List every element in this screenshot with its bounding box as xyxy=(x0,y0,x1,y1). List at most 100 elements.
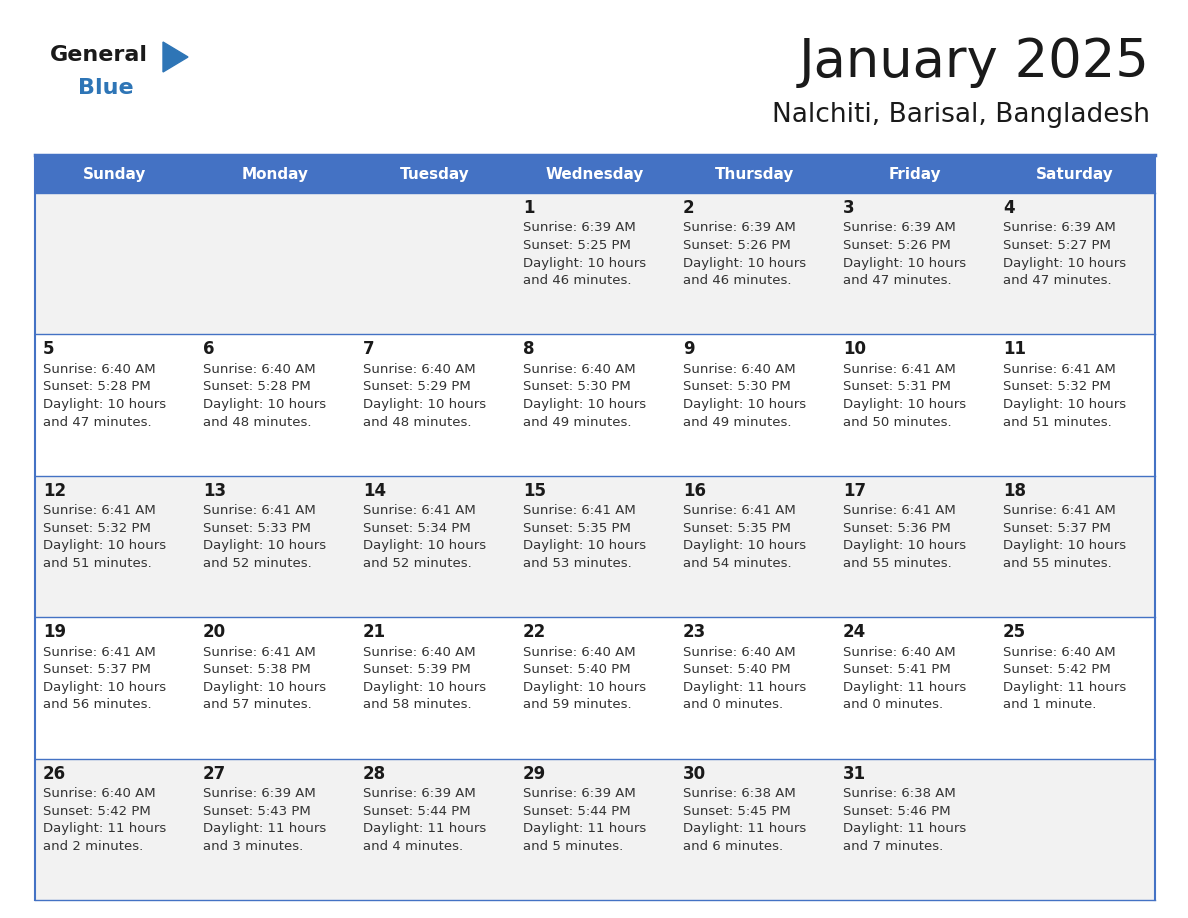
Text: Sunset: 5:43 PM: Sunset: 5:43 PM xyxy=(203,804,311,818)
Text: Sunset: 5:37 PM: Sunset: 5:37 PM xyxy=(43,663,151,677)
Text: and 59 minutes.: and 59 minutes. xyxy=(523,699,632,711)
Text: and 48 minutes.: and 48 minutes. xyxy=(203,416,311,429)
Text: Sunrise: 6:41 AM: Sunrise: 6:41 AM xyxy=(364,504,475,517)
Text: Sunrise: 6:39 AM: Sunrise: 6:39 AM xyxy=(203,787,316,800)
Bar xyxy=(34,155,195,193)
Text: Daylight: 11 hours: Daylight: 11 hours xyxy=(683,823,807,835)
Text: and 47 minutes.: and 47 minutes. xyxy=(1003,274,1112,287)
Text: and 2 minutes.: and 2 minutes. xyxy=(43,840,144,853)
Text: 10: 10 xyxy=(843,341,866,358)
Text: 8: 8 xyxy=(523,341,535,358)
Text: and 46 minutes.: and 46 minutes. xyxy=(683,274,791,287)
Text: Daylight: 10 hours: Daylight: 10 hours xyxy=(364,540,486,553)
Text: Sunset: 5:30 PM: Sunset: 5:30 PM xyxy=(523,380,631,394)
Text: Sunset: 5:42 PM: Sunset: 5:42 PM xyxy=(43,804,151,818)
Text: Sunrise: 6:38 AM: Sunrise: 6:38 AM xyxy=(843,787,956,800)
Bar xyxy=(34,476,1155,617)
Text: Daylight: 10 hours: Daylight: 10 hours xyxy=(203,398,327,411)
Text: Sunset: 5:32 PM: Sunset: 5:32 PM xyxy=(1003,380,1111,394)
Text: 6: 6 xyxy=(203,341,215,358)
Text: Daylight: 10 hours: Daylight: 10 hours xyxy=(43,681,166,694)
Text: and 3 minutes.: and 3 minutes. xyxy=(203,840,303,853)
Text: 15: 15 xyxy=(523,482,546,499)
Text: 30: 30 xyxy=(683,765,706,783)
Text: 16: 16 xyxy=(683,482,706,499)
Bar xyxy=(34,334,1155,476)
Text: Sunset: 5:26 PM: Sunset: 5:26 PM xyxy=(683,239,791,252)
Text: Daylight: 10 hours: Daylight: 10 hours xyxy=(203,681,327,694)
Text: 1: 1 xyxy=(523,199,535,217)
Text: Sunset: 5:32 PM: Sunset: 5:32 PM xyxy=(43,521,151,535)
Text: Monday: Monday xyxy=(241,166,309,182)
Text: and 56 minutes.: and 56 minutes. xyxy=(43,699,152,711)
Text: 7: 7 xyxy=(364,341,374,358)
Text: Sunset: 5:39 PM: Sunset: 5:39 PM xyxy=(364,663,470,677)
Text: Sunrise: 6:39 AM: Sunrise: 6:39 AM xyxy=(843,221,956,234)
Text: Blue: Blue xyxy=(78,78,133,98)
Text: 27: 27 xyxy=(203,765,226,783)
Text: Sunrise: 6:40 AM: Sunrise: 6:40 AM xyxy=(523,645,636,658)
Text: Sunday: Sunday xyxy=(83,166,146,182)
Text: 13: 13 xyxy=(203,482,226,499)
Text: January 2025: January 2025 xyxy=(800,36,1150,88)
Text: Tuesday: Tuesday xyxy=(400,166,470,182)
Text: Daylight: 11 hours: Daylight: 11 hours xyxy=(843,823,966,835)
Text: and 0 minutes.: and 0 minutes. xyxy=(843,699,943,711)
Text: Daylight: 10 hours: Daylight: 10 hours xyxy=(203,540,327,553)
Text: Sunrise: 6:41 AM: Sunrise: 6:41 AM xyxy=(1003,363,1116,375)
Text: Sunset: 5:45 PM: Sunset: 5:45 PM xyxy=(683,804,791,818)
Text: Sunrise: 6:40 AM: Sunrise: 6:40 AM xyxy=(843,645,955,658)
Text: Sunset: 5:29 PM: Sunset: 5:29 PM xyxy=(364,380,470,394)
Text: and 52 minutes.: and 52 minutes. xyxy=(203,557,311,570)
Bar xyxy=(34,758,1155,900)
Text: Daylight: 10 hours: Daylight: 10 hours xyxy=(523,540,646,553)
Text: 22: 22 xyxy=(523,623,546,641)
Text: Daylight: 11 hours: Daylight: 11 hours xyxy=(843,681,966,694)
Text: 2: 2 xyxy=(683,199,695,217)
Text: Sunset: 5:46 PM: Sunset: 5:46 PM xyxy=(843,804,950,818)
Text: Sunrise: 6:39 AM: Sunrise: 6:39 AM xyxy=(1003,221,1116,234)
Text: and 5 minutes.: and 5 minutes. xyxy=(523,840,624,853)
Text: 21: 21 xyxy=(364,623,386,641)
Text: Sunset: 5:37 PM: Sunset: 5:37 PM xyxy=(1003,521,1111,535)
Text: Daylight: 10 hours: Daylight: 10 hours xyxy=(843,540,966,553)
Text: Sunrise: 6:40 AM: Sunrise: 6:40 AM xyxy=(364,363,475,375)
Text: Sunrise: 6:41 AM: Sunrise: 6:41 AM xyxy=(843,504,956,517)
Text: Daylight: 10 hours: Daylight: 10 hours xyxy=(523,681,646,694)
Text: 3: 3 xyxy=(843,199,854,217)
Text: Sunset: 5:31 PM: Sunset: 5:31 PM xyxy=(843,380,950,394)
Text: Sunset: 5:44 PM: Sunset: 5:44 PM xyxy=(523,804,631,818)
Text: Daylight: 10 hours: Daylight: 10 hours xyxy=(43,540,166,553)
Text: Sunset: 5:41 PM: Sunset: 5:41 PM xyxy=(843,663,950,677)
Text: Sunrise: 6:39 AM: Sunrise: 6:39 AM xyxy=(523,787,636,800)
Text: Sunrise: 6:40 AM: Sunrise: 6:40 AM xyxy=(683,645,796,658)
Text: Sunrise: 6:41 AM: Sunrise: 6:41 AM xyxy=(203,504,316,517)
Text: Sunrise: 6:41 AM: Sunrise: 6:41 AM xyxy=(1003,504,1116,517)
Text: and 46 minutes.: and 46 minutes. xyxy=(523,274,632,287)
Text: Sunset: 5:40 PM: Sunset: 5:40 PM xyxy=(683,663,791,677)
Text: and 51 minutes.: and 51 minutes. xyxy=(1003,416,1112,429)
Text: Daylight: 11 hours: Daylight: 11 hours xyxy=(43,823,166,835)
Text: Daylight: 10 hours: Daylight: 10 hours xyxy=(364,398,486,411)
Text: Sunset: 5:28 PM: Sunset: 5:28 PM xyxy=(203,380,311,394)
Text: and 53 minutes.: and 53 minutes. xyxy=(523,557,632,570)
Bar xyxy=(996,155,1155,193)
Text: 14: 14 xyxy=(364,482,386,499)
Text: and 50 minutes.: and 50 minutes. xyxy=(843,416,952,429)
Bar xyxy=(835,155,996,193)
Text: and 55 minutes.: and 55 minutes. xyxy=(1003,557,1112,570)
Text: Sunrise: 6:41 AM: Sunrise: 6:41 AM xyxy=(43,645,156,658)
Text: Daylight: 11 hours: Daylight: 11 hours xyxy=(364,823,486,835)
Text: Daylight: 11 hours: Daylight: 11 hours xyxy=(523,823,646,835)
Text: and 57 minutes.: and 57 minutes. xyxy=(203,699,311,711)
Text: Sunset: 5:35 PM: Sunset: 5:35 PM xyxy=(683,521,791,535)
Text: and 4 minutes.: and 4 minutes. xyxy=(364,840,463,853)
Bar xyxy=(195,155,355,193)
Polygon shape xyxy=(163,42,188,72)
Text: and 6 minutes.: and 6 minutes. xyxy=(683,840,783,853)
Text: 28: 28 xyxy=(364,765,386,783)
Text: Sunset: 5:34 PM: Sunset: 5:34 PM xyxy=(364,521,470,535)
Text: Daylight: 10 hours: Daylight: 10 hours xyxy=(1003,398,1126,411)
Text: Daylight: 10 hours: Daylight: 10 hours xyxy=(1003,257,1126,270)
Text: and 0 minutes.: and 0 minutes. xyxy=(683,699,783,711)
